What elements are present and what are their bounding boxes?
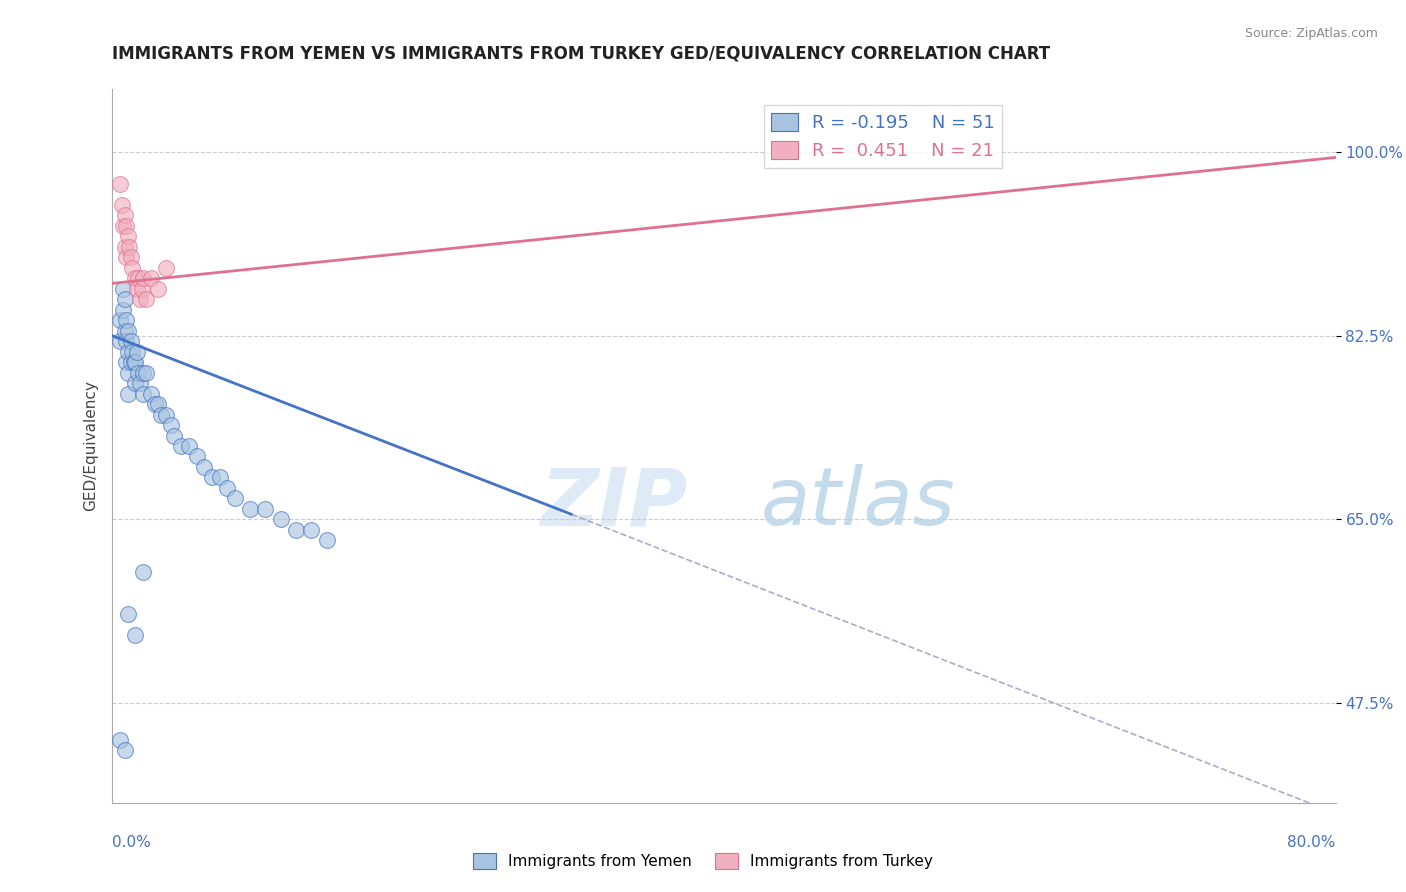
Y-axis label: GED/Equivalency: GED/Equivalency [83,381,98,511]
Point [124,355,146,369]
Text: Source: ZipAtlas.com: Source: ZipAtlas.com [1244,27,1378,40]
Point [270,512,292,526]
Point [114,292,136,306]
Point [117,324,139,338]
Point [135,292,157,306]
Point [121,344,143,359]
Point [127,366,149,380]
Point [112,282,135,296]
Point [139,386,162,401]
Point [159,417,181,432]
Point [131,282,153,296]
Point [163,428,186,442]
Text: atlas: atlas [761,464,956,542]
Point [122,355,145,369]
Point [121,260,143,275]
Point [124,628,146,642]
Point [111,197,134,211]
Point [114,208,136,222]
Point [115,334,138,348]
Point [108,334,131,348]
Point [118,239,141,253]
Point [117,386,139,401]
Point [201,470,224,484]
Point [120,250,142,264]
Point [108,732,131,747]
Point [115,313,138,327]
Point [127,271,149,285]
Point [112,302,135,317]
Point [299,523,322,537]
Point [108,177,131,191]
Point [148,282,170,296]
Point [115,355,138,369]
Point [124,271,146,285]
Point [186,450,208,464]
Point [132,366,155,380]
Point [135,366,157,380]
Legend: Immigrants from Yemen, Immigrants from Turkey: Immigrants from Yemen, Immigrants from T… [467,847,939,875]
Point [150,408,173,422]
Point [155,260,177,275]
Point [120,355,142,369]
Point [125,282,148,296]
Point [217,481,239,495]
Text: 80.0%: 80.0% [1288,836,1336,850]
Point [132,565,155,579]
Point [129,292,152,306]
Point [117,607,139,621]
Point [132,386,155,401]
Point [125,344,148,359]
Point [108,313,131,327]
Point [117,366,139,380]
Point [115,250,138,264]
Point [143,397,166,411]
Point [193,460,215,475]
Point [208,470,231,484]
Text: IMMIGRANTS FROM YEMEN VS IMMIGRANTS FROM TURKEY GED/EQUIVALENCY CORRELATION CHAR: IMMIGRANTS FROM YEMEN VS IMMIGRANTS FROM… [112,45,1050,62]
Point [114,324,136,338]
Legend: R = -0.195    N = 51, R =  0.451    N = 21: R = -0.195 N = 51, R = 0.451 N = 21 [763,105,1002,168]
Text: 0.0%: 0.0% [112,836,152,850]
Text: ZIP: ZIP [540,464,688,542]
Point [224,491,246,506]
Point [112,219,135,233]
Point [117,229,139,244]
Point [129,376,152,390]
Point [114,743,136,757]
Point [124,376,146,390]
Point [239,502,262,516]
Point [117,344,139,359]
Point [254,502,277,516]
Point [284,523,308,537]
Point [155,408,177,422]
Point [139,271,162,285]
Point [115,219,138,233]
Point [132,271,155,285]
Point [177,439,200,453]
Point [315,533,337,548]
Point [148,397,170,411]
Point [170,439,193,453]
Point [120,334,142,348]
Point [114,239,136,253]
